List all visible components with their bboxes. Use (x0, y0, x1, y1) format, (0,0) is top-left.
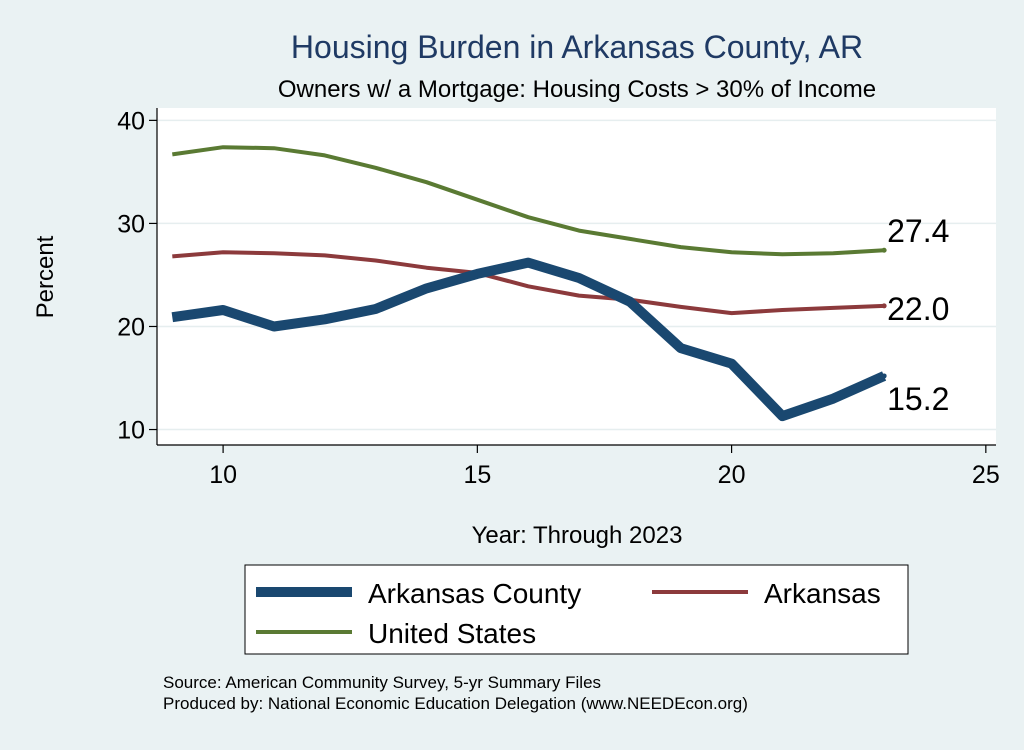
axes: 10 20 30 40 10 15 20 25 (117, 107, 1000, 489)
y-tick-label-10: 10 (117, 417, 145, 445)
x-tick-label-20: 20 (718, 461, 746, 489)
y-tick-label-40: 40 (117, 107, 145, 135)
legend-box (244, 564, 909, 655)
legend-label-arkansas: Arkansas (764, 578, 881, 609)
legend-label-arkansas-county: Arkansas County (368, 578, 581, 609)
legend: Arkansas County Arkansas United States (244, 564, 909, 655)
source-note: Source: American Community Survey, 5-yr … (163, 673, 601, 692)
chart-title: Housing Burden in Arkansas County, AR (291, 29, 863, 65)
series-line-arkansas-county (171, 257, 887, 422)
chart-subtitle: Owners w/ a Mortgage: Housing Costs > 30… (278, 76, 876, 103)
x-tick-label-15: 15 (463, 461, 491, 489)
y-axis-label: Percent (32, 235, 59, 318)
end-label-arkansas-county: 15.2 (887, 381, 949, 417)
end-point-arkansas (881, 303, 887, 309)
series-line-united-states (172, 145, 885, 257)
end-point-arkansas-county (881, 373, 887, 379)
y-tick-label-30: 30 (117, 210, 145, 238)
end-label-united-states: 27.4 (887, 213, 949, 249)
x-tick-label-25: 25 (972, 461, 1000, 489)
y-tick-label-20: 20 (117, 313, 145, 341)
x-tick-label-10: 10 (209, 461, 237, 489)
series-line-arkansas (172, 250, 885, 316)
legend-label-united-states: United States (368, 618, 536, 649)
producer-note: Produced by: National Economic Education… (163, 694, 748, 713)
series-lines (171, 145, 887, 422)
end-point-united-states (881, 247, 887, 253)
end-labels: 27.4 22.0 15.2 (887, 213, 949, 417)
x-axis-label: Year: Through 2023 (472, 522, 683, 549)
end-label-arkansas: 22.0 (887, 291, 949, 327)
